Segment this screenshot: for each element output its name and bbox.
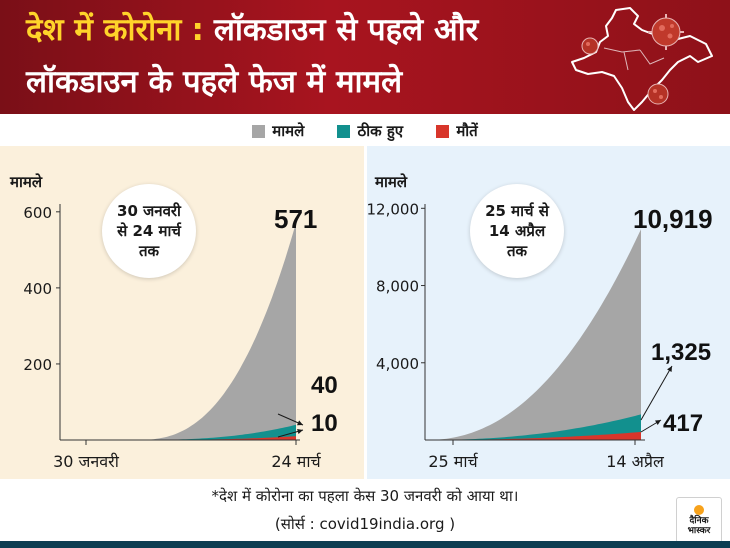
footnote: *देश में कोरोना का पहला केस 30 जनवरी को … (211, 487, 519, 505)
x-tick-label: 30 जनवरी (53, 452, 120, 471)
badge-line-2: 14 अप्रैल (488, 222, 546, 240)
logo-line-2: भास्कर (687, 525, 711, 536)
y-tick-label: 4,000 (376, 355, 419, 373)
legend-swatch-deaths (436, 124, 450, 138)
legend-label-deaths: मौतें (456, 122, 478, 140)
india-map-icon (571, 7, 713, 111)
logo-line-1: दैनिक (689, 515, 709, 526)
chart-legend: मामले ठीक हुए मौतें (0, 118, 730, 144)
legend-item-deaths: मौतें (436, 118, 478, 144)
chart-panel-lockdown-phase-1: मामले 4,000 8,000 12,000 25 मार्च 14 अप्रैल 10… (367, 146, 730, 479)
page-title-line-2: लॉकडाउन के पहले फेज में मामले (26, 64, 403, 100)
area-chart-pre-lockdown: मामले 200 400 600 30 जनवरी 24 मार्च 571 40 10 (9, 173, 338, 471)
y-axis-title: मामले (9, 173, 43, 191)
area-series-deaths (135, 436, 296, 440)
y-tick-label: 400 (23, 280, 52, 298)
badge-line-3: तक (138, 242, 160, 260)
virus-icon (581, 37, 599, 55)
legend-item-cases: मामले (252, 118, 304, 144)
virus-icon (647, 83, 669, 105)
date-range-badge: 30 जनवरी से 24 मार्च तक (102, 184, 196, 278)
callout-arrowhead (667, 366, 672, 372)
end-value-label-cases: 571 (274, 204, 317, 234)
badge-line-1: 25 मार्च से (485, 202, 549, 220)
title-colon: : (191, 12, 204, 48)
end-value-label-recovered: 1,325 (651, 339, 711, 366)
callout-arrowhead (297, 420, 303, 426)
end-value-label-cases: 10,919 (633, 204, 713, 234)
x-tick-label: 24 मार्च (271, 452, 321, 471)
bottom-bar (0, 541, 730, 548)
end-value-label-recovered: 40 (311, 372, 338, 399)
date-range-badge: 25 मार्च से 14 अप्रैल तक (470, 184, 564, 278)
sun-icon (694, 504, 704, 515)
title-highlight: देश में कोरोना (26, 12, 182, 48)
area-series-deaths (425, 431, 641, 440)
area-series-cases (135, 222, 296, 440)
callout-arrowhead (297, 428, 303, 434)
y-tick-label: 12,000 (367, 200, 419, 218)
legend-swatch-recovered (337, 124, 351, 138)
chart-panel-pre-lockdown: मामले 200 400 600 30 जनवरी 24 मार्च 571 40 10 30… (0, 146, 364, 479)
end-value-label-deaths: 417 (663, 410, 703, 437)
title-part-2: लॉकडाउन से पहले और (213, 12, 479, 48)
badge-line-1: 30 जनवरी (117, 202, 181, 220)
y-tick-label: 8,000 (376, 278, 419, 296)
area-series-recovered (135, 424, 296, 440)
legend-item-recovered: ठीक हुए (337, 118, 403, 144)
badge-line-2: से 24 मार्च (117, 222, 181, 240)
source-credit: (सोर्स : covid19india.org ) (274, 515, 456, 533)
x-tick-label: 25 मार्च (428, 452, 478, 471)
virus-icon (648, 14, 684, 50)
legend-label-recovered: ठीक हुए (357, 122, 404, 140)
callout-arrow (640, 365, 673, 421)
callout-arrowhead (655, 420, 661, 426)
legend-swatch-cases (252, 124, 266, 138)
y-tick-label: 200 (23, 356, 52, 374)
area-series-recovered (425, 414, 641, 440)
area-chart-lockdown-phase-1: मामले 4,000 8,000 12,000 25 मार्च 14 अप्रैल 10… (367, 173, 713, 471)
header-banner: देश में कोरोना: लॉकडाउन से पहले और लॉकडाउ… (0, 0, 730, 114)
dainik-bhaskar-logo: दैनिक भास्कर (676, 497, 722, 543)
end-value-label-deaths: 10 (311, 410, 338, 437)
area-series-cases (425, 229, 641, 440)
x-tick-label: 14 अप्रैल (606, 452, 665, 471)
legend-label-cases: मामले (272, 122, 305, 140)
y-axis-title: मामले (374, 173, 408, 191)
badge-line-3: तक (506, 242, 528, 260)
page-title-line-1: देश में कोरोना: लॉकडाउन से पहले और (26, 10, 478, 50)
y-tick-label: 600 (23, 204, 52, 222)
